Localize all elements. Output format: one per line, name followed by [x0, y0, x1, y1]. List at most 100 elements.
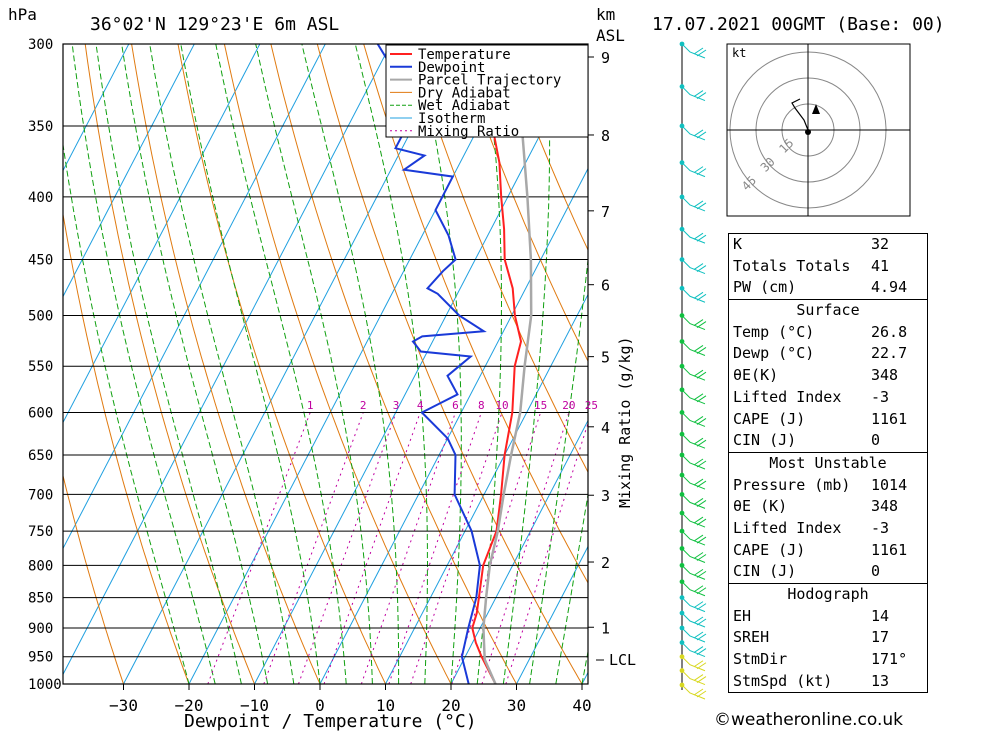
- pressure-tick-label: 450: [28, 253, 53, 269]
- index-row: Totals Totals 41: [729, 256, 927, 278]
- most-unstable-value: -3: [871, 518, 890, 537]
- isotherm-line: [385, 293, 588, 684]
- mixing-ratio-line: [263, 412, 364, 684]
- pressure-tick-label: 650: [28, 448, 53, 464]
- wind-barb: [681, 389, 707, 405]
- pressure-tick-label: 550: [28, 359, 53, 375]
- hodograph-label: StmDir: [733, 650, 788, 669]
- legend-label: Isotherm: [418, 111, 485, 127]
- pressure-tick-label: 300: [28, 37, 53, 53]
- lcl-label: LCL: [609, 651, 636, 669]
- wet-adiabat-line: [354, 44, 428, 684]
- mixing-ratio-label: 10: [495, 399, 508, 412]
- wind-barb: [681, 612, 707, 628]
- wind-barbs: [679, 41, 707, 700]
- mixing-ratio-label: 2: [360, 399, 367, 412]
- dry-adiabat-line: [967, 44, 1000, 684]
- wind-barb: [681, 341, 707, 356]
- isotherm-line: [450, 419, 588, 684]
- wind-barb: [681, 412, 707, 427]
- most-unstable-label: CIN (J): [733, 562, 797, 581]
- wind-barb: [681, 433, 707, 449]
- index-value: 4.94: [871, 278, 908, 297]
- height-unit-top: km: [596, 5, 615, 24]
- height-tick-label: 2: [601, 554, 610, 572]
- wind-barb: [681, 196, 707, 212]
- isotherm-line: [188, 44, 523, 684]
- isotherm-line: [123, 44, 457, 684]
- x-tick-label: −20: [175, 696, 204, 715]
- height-tick-label: 8: [601, 127, 610, 145]
- wind-barb: [681, 43, 707, 59]
- mixing-ratio-axis-label: Mixing Ratio (g/kg): [616, 336, 634, 508]
- dry-adiabat-line: [63, 211, 190, 684]
- credit-link[interactable]: ©weatheronline.co.uk: [714, 710, 904, 730]
- wind-barb: [681, 365, 707, 381]
- height-tick-label: 3: [601, 487, 610, 505]
- isotherm-line: [63, 44, 130, 172]
- x-tick-label: 30: [507, 696, 526, 715]
- wind-barb: [681, 684, 707, 700]
- datetime-title: 17.07.2021 00GMT (Base: 00): [652, 14, 945, 35]
- surface-row: Lifted Index -3: [729, 387, 927, 409]
- surface-label: CIN (J): [733, 431, 797, 450]
- dry-adiabat-line: [63, 473, 124, 684]
- mean-wind-marker: [812, 104, 820, 114]
- most-unstable-row: θE (K) 348: [729, 496, 927, 518]
- indices-table: K 32 Totals Totals 41 PW (cm) 4.94 Surface Te…: [728, 233, 928, 694]
- temperature-line: [465, 44, 523, 684]
- most-unstable-value: 1161: [871, 540, 908, 559]
- most-unstable-value: 1014: [871, 475, 908, 494]
- mixing-ratio-label: 20: [562, 399, 575, 412]
- x-tick-label: 10: [376, 696, 395, 715]
- index-value: 41: [871, 256, 890, 275]
- height-tick-label: 6: [601, 277, 610, 295]
- parcel-trajectory-line: [482, 125, 533, 684]
- pressure-unit: hPa: [8, 5, 37, 24]
- mixing-ratio-line: [360, 412, 456, 684]
- wind-barb: [681, 494, 707, 509]
- hodograph-value: 17: [871, 628, 890, 647]
- wind-barb: [681, 597, 707, 613]
- wind-barb: [681, 548, 707, 563]
- most-unstable-title: Most Unstable: [769, 453, 887, 472]
- height-unit-bottom: ASL: [596, 26, 625, 45]
- surface-label: Temp (°C): [733, 322, 815, 341]
- index-label: K: [733, 235, 743, 253]
- mixing-ratio-line: [298, 412, 397, 684]
- plot-frame: [62, 43, 589, 685]
- mixing-ratio-label: 3: [393, 399, 400, 412]
- wind-barb: [681, 86, 707, 102]
- surface-row: CAPE (J) 1161: [729, 409, 927, 431]
- surface-label: Lifted Index: [733, 387, 842, 406]
- mixing-ratio-line: [388, 412, 482, 684]
- pressure-tick-label: 1000: [28, 677, 62, 693]
- most-unstable-row: CIN (J) 0: [729, 561, 927, 583]
- height-tick-label: 7: [601, 203, 610, 221]
- location-title: 36°02'N 129°23'E 6m ASL: [90, 14, 339, 35]
- wind-barb: [681, 454, 707, 470]
- mixing-ratio-line: [207, 412, 311, 684]
- isotherm-line: [63, 44, 195, 298]
- surface-label: CAPE (J): [733, 409, 806, 428]
- wet-adiabat-line: [121, 44, 269, 684]
- x-tick-label: −30: [109, 696, 138, 715]
- isotherm-line: [63, 44, 392, 676]
- dry-adiabat-line: [316, 44, 583, 684]
- surface-row: Dewp (°C) 22.7: [729, 343, 927, 365]
- legend-label: Dry Adiabat: [418, 85, 511, 101]
- pressure-tick-label: 600: [28, 405, 53, 421]
- hodograph-trace: [791, 98, 809, 131]
- wet-adiabat-line: [180, 44, 321, 684]
- wind-barb: [681, 474, 707, 490]
- surface-label: Dewp (°C): [733, 344, 815, 363]
- most-unstable-label: Pressure (mb): [733, 475, 851, 494]
- surface-value: -3: [871, 387, 890, 406]
- dry-adiabat-line: [177, 44, 386, 684]
- pressure-tick-label: 400: [28, 190, 53, 206]
- height-tick-label: 5: [601, 349, 610, 367]
- mixing-ratio-line: [323, 412, 421, 684]
- x-tick-label: 20: [441, 696, 460, 715]
- wet-adiabat-line: [555, 491, 588, 684]
